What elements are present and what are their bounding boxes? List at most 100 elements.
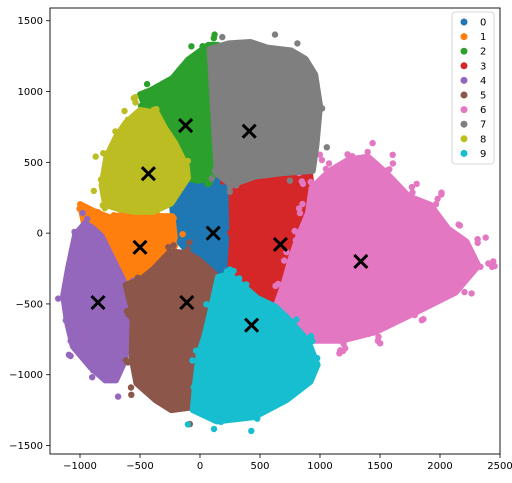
centroid-marker-2	[178, 117, 194, 134]
cluster-point-2	[199, 43, 206, 50]
cluster-point-5	[125, 311, 132, 318]
cluster-point-8	[104, 199, 111, 207]
cluster-point-6	[389, 151, 396, 158]
cluster-point-4	[71, 228, 78, 236]
cluster-point-6	[340, 340, 347, 347]
cluster-point-1	[170, 214, 177, 222]
centroid-marker-4	[90, 294, 106, 311]
y-tick-label: 0	[37, 229, 43, 240]
cluster-point-5	[169, 254, 176, 261]
cluster-point-9	[197, 379, 204, 387]
cluster-point-6	[413, 180, 420, 188]
legend-label-3: 3	[480, 61, 486, 72]
cluster-point-4	[89, 354, 96, 361]
cluster-point-4	[72, 337, 80, 345]
cluster-point-7	[303, 101, 311, 108]
cluster-point-9	[210, 425, 218, 433]
cluster-point-6	[363, 166, 370, 174]
cluster-point-9	[203, 301, 210, 308]
cluster-point-8	[120, 125, 127, 132]
cluster-point-6	[441, 226, 448, 233]
cluster-point-6	[296, 230, 303, 238]
cluster-point-5	[134, 274, 141, 281]
cluster-point-2	[140, 97, 147, 104]
y-tick-label: 500	[24, 158, 43, 169]
cluster-point-6	[275, 280, 282, 288]
cluster-point-9	[254, 415, 261, 422]
legend-marker-0	[460, 18, 468, 26]
cluster-point-6	[474, 239, 481, 247]
cluster-point-1	[179, 231, 186, 238]
cluster-point-4	[112, 370, 120, 377]
cluster-point-6	[461, 288, 468, 296]
cluster-7	[206, 31, 330, 195]
cluster-point-6	[375, 333, 382, 340]
plot-frame	[49, 7, 501, 455]
axes: −1000 −500 0 500 1000 1500 2000 2500−1500−1000−…	[9, 7, 512, 472]
cluster-point-8	[184, 157, 192, 165]
cluster-point-6	[322, 165, 330, 173]
cluster-point-6	[288, 252, 296, 259]
cluster-point-6	[444, 290, 451, 298]
legend-marker-3	[460, 62, 468, 70]
cluster-region-7	[206, 38, 323, 188]
cluster-point-6	[364, 148, 371, 156]
cluster-point-4	[84, 215, 91, 223]
cluster-point-8	[130, 95, 137, 102]
legend-box	[451, 11, 495, 165]
cluster-point-4	[92, 360, 99, 367]
cluster-point-9	[184, 421, 192, 428]
cluster-point-7	[268, 46, 275, 54]
cluster-point-6	[281, 257, 288, 264]
cluster-point-5	[195, 263, 202, 270]
legend-marker-6	[460, 106, 468, 114]
x-tick-label: −500	[126, 461, 153, 472]
cluster-point-7	[247, 41, 254, 48]
cluster-point-6	[461, 242, 468, 249]
cluster-point-6	[455, 221, 462, 228]
cluster-point-6	[421, 205, 428, 212]
cluster-point-6	[432, 201, 440, 208]
cluster-point-9	[189, 357, 196, 364]
cluster-point-6	[405, 308, 412, 315]
x-tick-label: 500	[250, 461, 269, 472]
legend-label-9: 9	[480, 149, 486, 160]
cluster-point-9	[236, 275, 243, 282]
cluster-point-6	[389, 160, 397, 167]
legend-marker-2	[460, 47, 468, 55]
cluster-point-5	[188, 255, 195, 262]
cluster-point-5	[165, 243, 172, 251]
cluster-point-6	[310, 194, 317, 202]
cluster-point-7	[277, 163, 284, 170]
cluster-point-6	[418, 317, 425, 324]
cluster-point-7	[298, 163, 306, 171]
cluster-point-5	[171, 248, 178, 255]
cluster-point-5	[179, 252, 186, 259]
cluster-point-7	[318, 104, 325, 112]
cluster-point-9	[248, 427, 255, 435]
cluster-point-6	[295, 258, 302, 266]
cluster-point-2	[195, 177, 203, 184]
y-tick-label: 1000	[18, 87, 43, 98]
cluster-point-7	[294, 40, 301, 47]
cluster-point-6	[318, 156, 326, 164]
cluster-point-9	[190, 384, 197, 391]
centroid-marker-9	[244, 317, 260, 333]
legend-label-0: 0	[480, 18, 486, 29]
cluster-point-4	[115, 348, 123, 355]
cluster-point-6	[303, 213, 310, 220]
cluster-point-7	[306, 70, 314, 78]
cluster-point-7	[308, 137, 316, 145]
legend-marker-5	[460, 91, 468, 99]
legend-label-7: 7	[480, 120, 486, 131]
cluster-point-8	[97, 176, 105, 183]
cluster-point-4	[55, 295, 62, 302]
cluster-point-6	[325, 160, 333, 167]
cluster-point-6	[291, 227, 298, 235]
cluster-point-6	[414, 303, 421, 310]
cluster-point-1	[93, 208, 100, 215]
cluster-point-8	[179, 172, 186, 179]
cluster-region-9	[189, 271, 321, 425]
cluster-point-9	[230, 267, 237, 275]
